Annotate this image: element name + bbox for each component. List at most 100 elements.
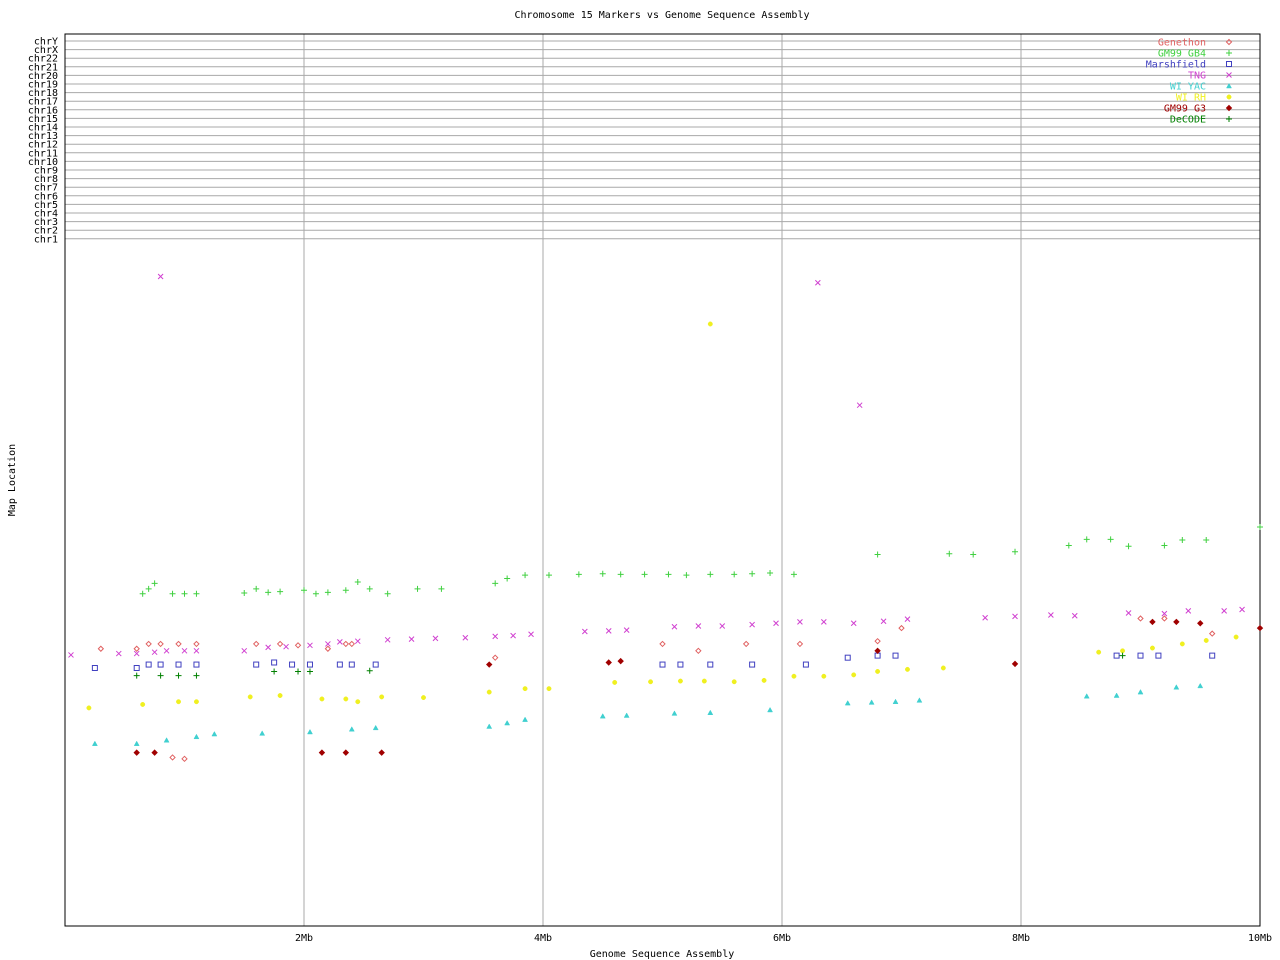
data-point [605,627,612,634]
legend-marker [1226,61,1232,67]
data-point [342,749,350,756]
chr-label: chr21 [28,62,58,73]
data-point [97,645,105,652]
data-point [175,661,182,668]
data-point [372,661,379,668]
data-point [408,636,415,642]
data-point [169,754,176,761]
data-point [1208,630,1216,637]
data-point [940,665,946,671]
data-point [1150,645,1155,651]
data-point [1065,542,1072,549]
data-point [366,585,373,592]
data-point [1083,693,1090,699]
data-point [211,731,218,737]
chr-label: chr16 [28,105,58,116]
data-point [1203,638,1209,643]
data-point [875,668,881,674]
data-point [384,590,391,597]
data-point [528,631,534,638]
legend-marker [1226,50,1232,56]
legend-label: Genethon [1158,38,1206,49]
chromosome-tick-labels: chrYchrXchr22chr21chr20chr19chr18chr17ch… [28,37,58,246]
data-point [491,654,499,661]
data-point [581,628,588,635]
data-point [175,672,182,679]
data-point [306,661,313,668]
data-point [612,679,618,685]
data-point [241,647,248,654]
data-point [617,571,624,578]
data-point [176,699,181,705]
chart-title: Chromosome 15 Markers vs Genome Sequence… [514,10,809,21]
data-point [151,580,158,587]
data-point [414,585,421,592]
data-point [880,618,887,625]
data-point [522,716,528,722]
data-point [253,661,260,668]
data-point [277,588,284,595]
x-tick-label: 10Mb [1248,933,1272,944]
data-point [462,634,469,641]
data-point [193,647,200,654]
data-point [599,570,606,577]
data-point [348,726,355,732]
data-point [510,632,516,639]
data-point [1161,615,1168,622]
data-point [821,673,827,679]
series-decode [133,652,1126,679]
data-point [904,616,911,623]
data-point [86,705,92,711]
data-point [247,694,253,700]
data-point [1161,610,1168,617]
data-point [898,624,905,632]
data-point [695,623,702,629]
data-point [868,699,875,705]
data-point [336,661,343,668]
data-point [133,740,140,746]
data-point [623,627,630,634]
data-point [1071,612,1078,619]
data-point [259,730,266,736]
data-point [324,589,331,596]
data-point [1012,613,1018,620]
data-point [1137,689,1144,695]
data-point [767,706,773,713]
data-point [856,402,863,409]
data-point [707,709,714,715]
data-point [522,686,528,692]
data-point [342,587,349,594]
data-point [163,737,170,743]
data-point [163,647,170,654]
legend-marker [1225,104,1233,112]
data-point [91,665,98,671]
chr-label: chr6 [34,191,58,202]
legend-marker [1226,94,1232,100]
data-point [157,661,164,668]
legend-label: DeCODE [1170,115,1206,126]
data-point [820,619,827,625]
data-point [1179,537,1186,544]
chr-label: chr3 [34,217,58,228]
data-point [265,644,272,651]
data-point [671,623,678,630]
data-point [294,642,302,649]
data-point [1113,692,1120,698]
data-point [193,661,200,668]
data-point [193,672,200,679]
data-point [850,620,857,627]
chr-label: chr4 [34,209,58,220]
data-point [695,647,702,655]
data-point [157,640,164,648]
data-point [641,571,648,578]
data-point [319,696,325,702]
data-point [659,661,666,668]
series-gm99-g3 [133,618,1264,756]
data-point [432,635,439,642]
legend-marker [1225,38,1233,46]
data-point [851,672,857,678]
chr-label: chr7 [34,183,58,194]
data-point [791,673,797,679]
data-point [181,755,188,763]
legend-marker [1226,116,1232,122]
